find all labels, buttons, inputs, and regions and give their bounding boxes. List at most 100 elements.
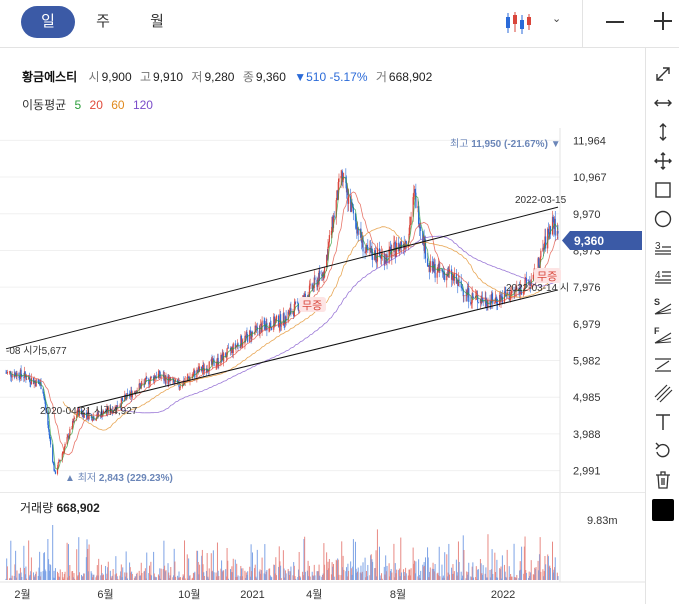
- minimize-button[interactable]: [604, 10, 626, 32]
- volume-bar: [386, 565, 388, 580]
- volume-bar: [167, 563, 169, 580]
- volume-bar: [280, 565, 282, 580]
- color-swatch-icon[interactable]: [652, 499, 674, 521]
- candle-body: [490, 294, 493, 304]
- candle-body: [183, 381, 185, 384]
- diagonal-arrows-icon[interactable]: [653, 64, 673, 84]
- speed-fan-icon[interactable]: S: [653, 296, 673, 316]
- four-lines-icon[interactable]: 4: [653, 267, 673, 287]
- candle-body: [133, 391, 135, 393]
- volume-bar: [227, 560, 229, 580]
- volume-bar: [407, 575, 409, 580]
- candle-body: [260, 323, 262, 326]
- add-chart-button[interactable]: [652, 10, 674, 32]
- candle-body: [245, 336, 247, 337]
- candle-body: [141, 382, 143, 385]
- volume-bar: [73, 573, 75, 580]
- diagonal-lines-icon[interactable]: [653, 383, 673, 403]
- candle-body: [155, 376, 157, 378]
- candle-body: [61, 453, 63, 460]
- volume-bar: [513, 543, 515, 580]
- candle-body: [226, 348, 228, 357]
- candle-body: [81, 413, 83, 416]
- volume-bar: [120, 564, 122, 580]
- svg-text:3: 3: [655, 241, 661, 252]
- candle-body: [203, 368, 206, 372]
- volume-bar: [439, 576, 441, 580]
- tab-week[interactable]: 주: [96, 13, 110, 30]
- candle-body: [409, 225, 411, 234]
- close-value: 9,360: [255, 70, 286, 84]
- moving-average-legend[interactable]: 이동평균 5 20 60 120: [22, 96, 158, 113]
- lower-trendline: [77, 289, 559, 409]
- volume-bar: [16, 570, 18, 580]
- tab-day[interactable]: 일: [21, 6, 75, 38]
- circle-icon[interactable]: [653, 209, 673, 229]
- candle-body: [384, 260, 386, 265]
- chart-type-button[interactable]: ⌄: [504, 10, 568, 36]
- chevron-down-icon: ⌄: [552, 13, 562, 25]
- volume-bar: [198, 574, 200, 580]
- candle-body: [431, 261, 433, 271]
- candle-body: [520, 285, 522, 292]
- volume-bar: [39, 551, 41, 580]
- trend-channel[interactable]: [5, 206, 559, 409]
- svg-text:S: S: [654, 297, 660, 307]
- volume-bar: [37, 575, 39, 580]
- volume-bar: [548, 566, 550, 580]
- volume-bar: [149, 574, 151, 580]
- candle-body: [82, 412, 84, 416]
- vertical-arrows-icon[interactable]: [653, 122, 673, 142]
- parallel-lines-icon[interactable]: [653, 354, 673, 374]
- undo-icon[interactable]: [653, 441, 673, 461]
- horizontal-arrows-icon[interactable]: [653, 93, 673, 113]
- volume-bar: [466, 574, 468, 580]
- trash-icon[interactable]: [653, 470, 673, 490]
- candle-body: [130, 390, 132, 394]
- volume-bar: [427, 547, 429, 580]
- volume-bar: [283, 568, 285, 580]
- candle-body: [221, 353, 223, 360]
- volume-bar: [477, 569, 479, 580]
- volume-bar: [173, 548, 175, 580]
- candle-body: [410, 216, 412, 224]
- candle-body: [418, 224, 420, 228]
- candle-body: [242, 343, 244, 345]
- volume-bar: [100, 575, 102, 580]
- price-chart[interactable]: 2,9913,9884,9855,9826,9797,9768,9739,970…: [0, 0, 645, 604]
- square-icon[interactable]: [653, 180, 673, 200]
- volume-bar: [508, 566, 510, 580]
- candle-body: [313, 277, 315, 289]
- candle-body: [297, 303, 300, 311]
- text-icon[interactable]: [653, 412, 673, 432]
- tab-month[interactable]: 월: [150, 13, 164, 30]
- candle-body: [164, 376, 166, 384]
- volume-bar: [184, 540, 186, 580]
- candle-body: [24, 371, 26, 376]
- move-icon[interactable]: [653, 151, 673, 171]
- volume-bar: [66, 542, 68, 580]
- ma-20: 20: [89, 98, 103, 112]
- volume-bar: [110, 576, 112, 580]
- volume-bar: [52, 577, 54, 580]
- volume-bar: [317, 571, 319, 580]
- y-axis: 2,9913,9884,9855,9826,9797,9768,9739,970…: [559, 128, 607, 582]
- candle-body: [446, 273, 448, 281]
- volume-bar: [332, 566, 334, 580]
- candle-body: [216, 357, 219, 364]
- fibonacci-fan-icon[interactable]: F: [653, 325, 673, 345]
- candle-body: [447, 270, 449, 277]
- volume-bar: [509, 577, 511, 580]
- candle-body: [321, 274, 323, 277]
- candle-body: [319, 271, 321, 275]
- three-lines-icon[interactable]: 3: [653, 238, 673, 258]
- candle-body: [205, 368, 208, 373]
- volume-bar: [217, 570, 219, 580]
- volume-bar: [333, 576, 335, 580]
- candle-body: [206, 369, 208, 373]
- candle-body: [482, 300, 484, 303]
- candle-body: [9, 371, 11, 373]
- candle-body: [354, 213, 357, 222]
- volume-bar: [169, 575, 171, 580]
- candle-body: [557, 230, 559, 234]
